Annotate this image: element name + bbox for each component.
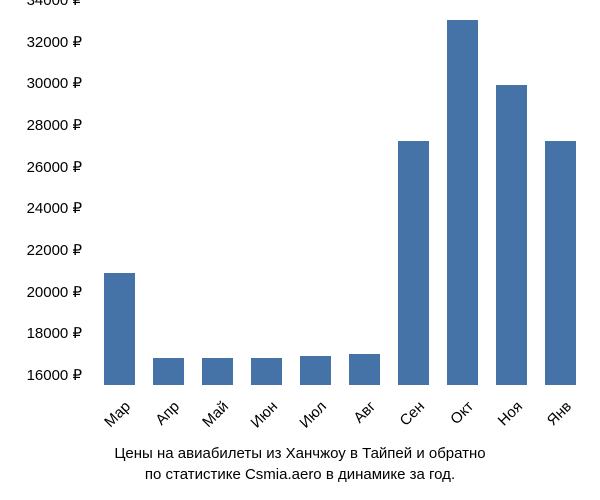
x-tick-label: Авг — [338, 398, 378, 438]
bar — [202, 358, 234, 385]
caption-line-2: по статистике Csmia.aero в динамике за г… — [0, 464, 600, 485]
y-tick-label: 16000 ₽ — [27, 366, 82, 384]
y-tick-label: 24000 ₽ — [27, 199, 82, 217]
chart-plot — [95, 10, 585, 385]
bar — [496, 85, 528, 385]
bar — [545, 141, 577, 385]
plot-area — [95, 10, 585, 385]
bar — [104, 273, 136, 386]
x-tick-label: Апр — [142, 398, 182, 438]
y-axis: 16000 ₽ 18000 ₽ 20000 ₽ 22000 ₽ 24000 ₽ 26000… — [0, 10, 90, 385]
bar — [251, 358, 283, 385]
bar — [300, 356, 332, 385]
y-tick-label: 34000 ₽ — [27, 0, 82, 9]
y-tick-label: 30000 ₽ — [27, 74, 82, 92]
bar — [153, 358, 185, 385]
y-tick-label: 20000 ₽ — [27, 283, 82, 301]
x-tick-label: Мар — [93, 398, 133, 438]
x-tick-label: Янв — [534, 398, 574, 438]
bar — [349, 354, 381, 385]
y-tick-label: 26000 ₽ — [27, 158, 82, 176]
caption-line-1: Цены на авиабилеты из Ханчжоу в Тайпей и… — [0, 443, 600, 464]
x-tick-label: Июл — [289, 398, 329, 438]
bar — [398, 141, 430, 385]
chart-caption: Цены на авиабилеты из Ханчжоу в Тайпей и… — [0, 443, 600, 485]
x-tick-label: Май — [191, 398, 231, 438]
x-axis-labels: МарАпрМайИюнИюлАвгСенОктНояЯнв — [95, 392, 585, 447]
x-tick-label: Окт — [436, 398, 476, 438]
bar — [447, 20, 479, 385]
y-tick-label: 28000 ₽ — [27, 116, 82, 134]
y-tick-label: 22000 ₽ — [27, 241, 82, 259]
x-tick-label: Сен — [387, 398, 427, 438]
y-tick-label: 32000 ₽ — [27, 33, 82, 51]
x-tick-label: Июн — [240, 398, 280, 438]
x-tick-label: Ноя — [485, 398, 525, 438]
y-tick-label: 18000 ₽ — [27, 324, 82, 342]
